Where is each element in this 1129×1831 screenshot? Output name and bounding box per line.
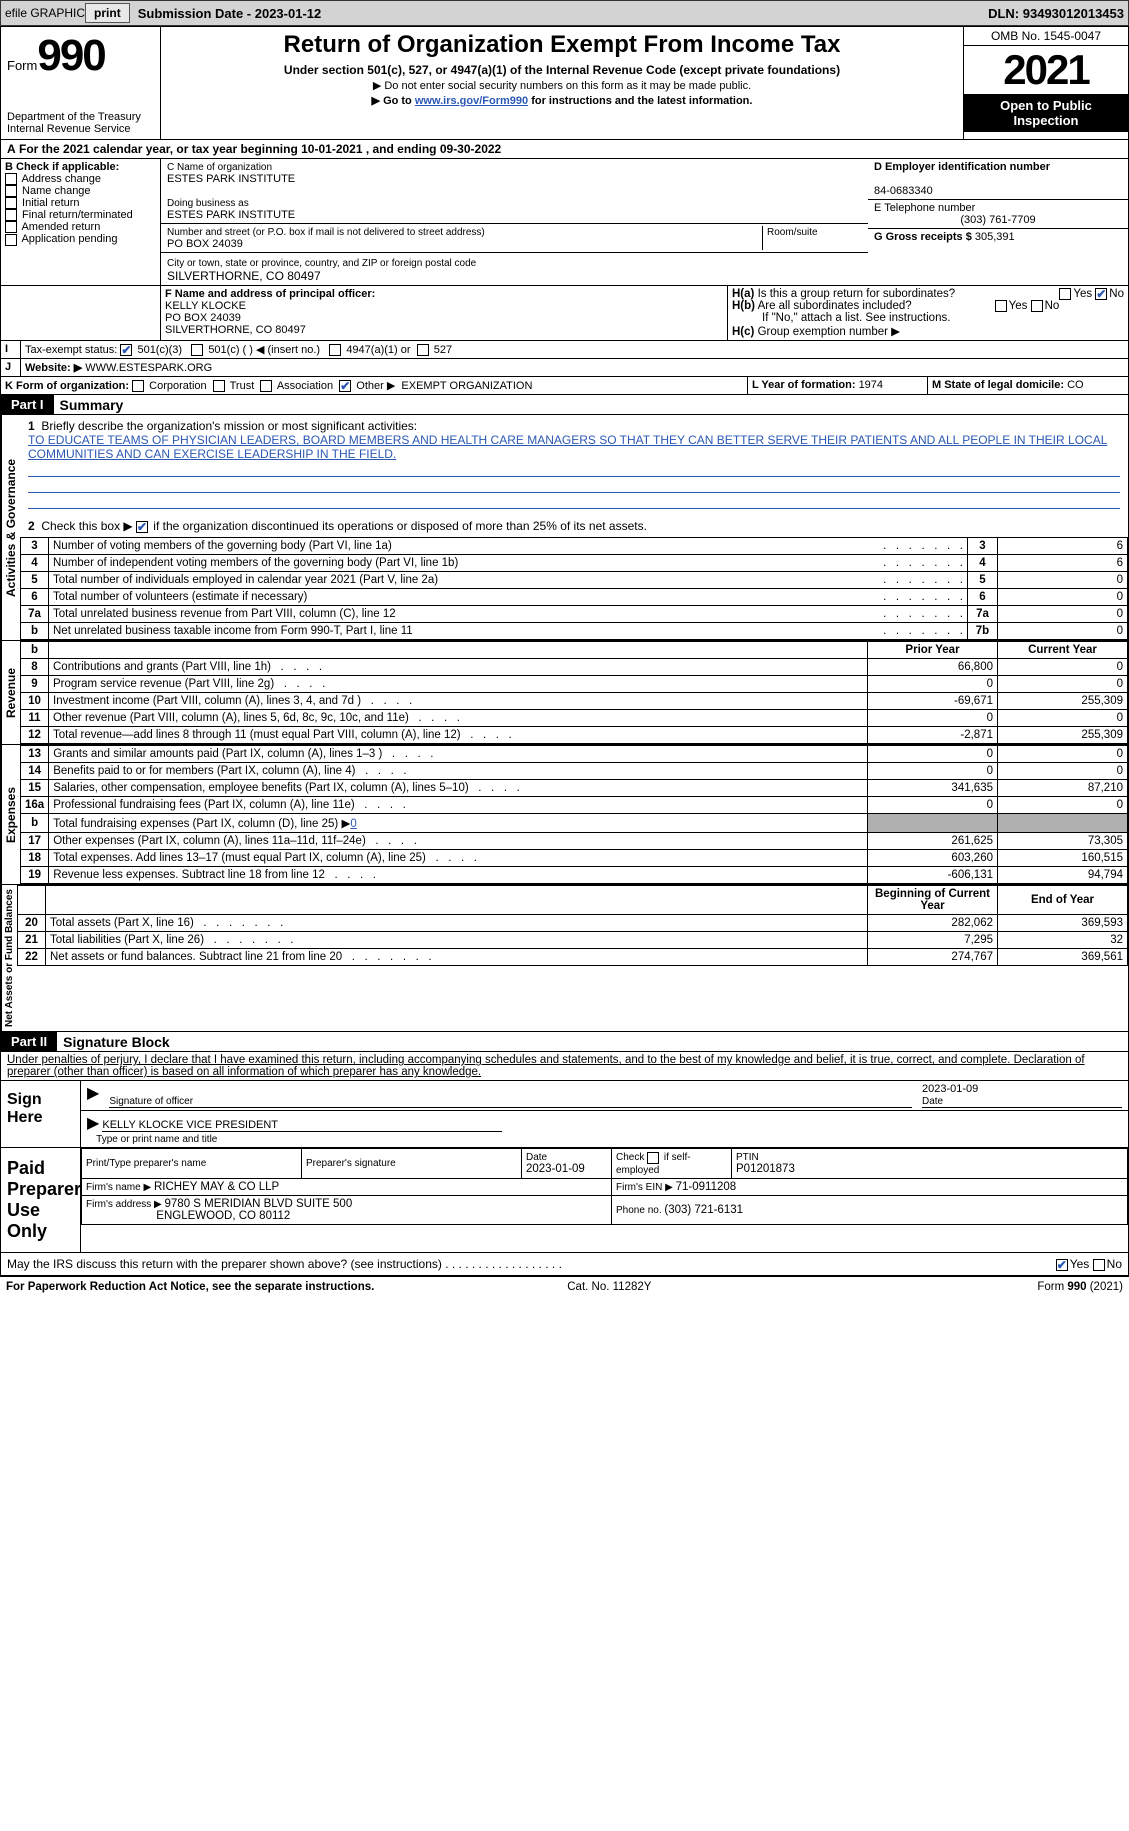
net-assets-table: Beginning of Current YearEnd of Year 20T… xyxy=(17,885,1128,966)
checkbox[interactable] xyxy=(5,234,17,246)
firm-address: 9780 S MERIDIAN BLVD SUITE 500 xyxy=(165,1198,353,1210)
omb-number: OMB No. 1545-0047 xyxy=(964,27,1128,46)
sign-here-block: Sign Here ▶ Signature of officer 2023-01… xyxy=(0,1081,1129,1148)
line-j: J Website: ▶ WWW.ESTESPARK.ORG xyxy=(0,359,1129,377)
part1-activities-governance: Activities & Governance 1 Briefly descri… xyxy=(0,415,1129,641)
part2-header: Part II Signature Block xyxy=(0,1032,1129,1052)
room-suite-label: Room/suite xyxy=(767,227,818,238)
discuss-line: May the IRS discuss this return with the… xyxy=(0,1253,1129,1276)
checkbox[interactable] xyxy=(5,209,17,221)
expenses-table: 13Grants and similar amounts paid (Part … xyxy=(20,745,1128,884)
checkbox[interactable] xyxy=(5,221,17,233)
print-button[interactable]: print xyxy=(85,3,130,23)
part1-expenses: Expenses 13Grants and similar amounts pa… xyxy=(0,745,1129,885)
header-left: Form990 Department of the Treasury Inter… xyxy=(1,27,161,139)
other-org-type: EXEMPT ORGANIZATION xyxy=(401,380,532,392)
irs-label: Internal Revenue Service xyxy=(7,123,154,135)
firm-phone: (303) 721-6131 xyxy=(664,1204,743,1216)
declaration-text: Under penalties of perjury, I declare th… xyxy=(0,1052,1129,1081)
gross-receipts: 305,391 xyxy=(975,231,1015,243)
ptin-value: P01201873 xyxy=(736,1163,795,1175)
hb-yes-checkbox[interactable] xyxy=(995,300,1007,312)
header-center: Return of Organization Exempt From Incom… xyxy=(161,27,963,139)
section-f: F Name and address of principal officer:… xyxy=(161,286,728,340)
state-domicile: CO xyxy=(1067,379,1084,391)
org-type-checkbox[interactable] xyxy=(339,380,351,392)
dba-name: ESTES PARK INSTITUTE xyxy=(167,209,295,221)
page-footer: For Paperwork Reduction Act Notice, see … xyxy=(0,1276,1129,1297)
submission-date-label: Submission Date - 2023-01-12 xyxy=(138,6,322,21)
section-b: B Check if applicable: Address change Na… xyxy=(1,159,161,285)
501c-checkbox[interactable] xyxy=(191,344,203,356)
org-type-checkbox[interactable] xyxy=(132,380,144,392)
ha-yes-checkbox[interactable] xyxy=(1059,288,1071,300)
section-d: D Employer identification number84-06833… xyxy=(868,159,1128,285)
firm-name: RICHEY MAY & CO LLP xyxy=(154,1181,279,1193)
tax-year: 2021 xyxy=(964,46,1128,94)
ha-no-checkbox[interactable] xyxy=(1095,288,1107,300)
checkbox[interactable] xyxy=(5,173,17,185)
line-klm: K Form of organization: Corporation Trus… xyxy=(0,377,1129,395)
revenue-table: bPrior YearCurrent Year 8Contributions a… xyxy=(20,641,1128,744)
org-type-checkbox[interactable] xyxy=(260,380,272,392)
org-name: ESTES PARK INSTITUTE xyxy=(167,173,295,185)
preparer-table: Print/Type preparer's name Preparer's si… xyxy=(81,1148,1128,1224)
section-h: H(a) Is this a group return for subordin… xyxy=(728,286,1128,340)
top-toolbar: efile GRAPHIC print Submission Date - 20… xyxy=(0,0,1129,26)
527-checkbox[interactable] xyxy=(417,344,429,356)
checkbox[interactable] xyxy=(5,185,17,197)
line-i: I Tax-exempt status: 501(c)(3) 501(c) ( … xyxy=(0,341,1129,359)
part1-header: Part I Summary xyxy=(0,395,1129,415)
dln-label: DLN: 93493012013453 xyxy=(988,6,1124,21)
form-number: 990 xyxy=(37,31,104,80)
line-a-tax-year: A For the 2021 calendar year, or tax yea… xyxy=(0,140,1129,159)
irs-link[interactable]: www.irs.gov/Form990 xyxy=(415,95,528,107)
officer-name: KELLY KLOCKE xyxy=(165,300,246,312)
form-note1: ▶ Do not enter social security numbers o… xyxy=(167,79,957,92)
section-bcd: B Check if applicable: Address change Na… xyxy=(0,159,1129,286)
org-type-checkbox[interactable] xyxy=(213,380,225,392)
part1-revenue: Revenue bPrior YearCurrent Year 8Contrib… xyxy=(0,641,1129,745)
year-formation: 1974 xyxy=(859,379,883,391)
phone-value: (303) 761-7709 xyxy=(874,214,1122,226)
arrow-icon: ▶ xyxy=(87,1115,99,1132)
section-fh: F Name and address of principal officer:… xyxy=(0,286,1129,341)
arrow-icon: ▶ xyxy=(87,1083,99,1108)
header-right: OMB No. 1545-0047 2021 Open to Public In… xyxy=(963,27,1128,139)
firm-ein: 71-0911208 xyxy=(676,1181,737,1193)
self-employed-checkbox[interactable] xyxy=(647,1152,659,1164)
hb-no-checkbox[interactable] xyxy=(1031,300,1043,312)
discuss-yes-checkbox[interactable] xyxy=(1056,1259,1068,1271)
website-value: WWW.ESTESPARK.ORG xyxy=(85,362,212,374)
mission-text: TO EDUCATE TEAMS OF PHYSICIAN LEADERS, B… xyxy=(28,433,1107,461)
open-inspection: Open to Public Inspection xyxy=(964,94,1128,132)
efile-label: efile GRAPHIC xyxy=(5,6,85,20)
paid-preparer-block: Paid Preparer Use Only Print/Type prepar… xyxy=(0,1148,1129,1253)
part1-net-assets: Net Assets or Fund Balances Beginning of… xyxy=(0,885,1129,1032)
street-address: PO BOX 24039 xyxy=(167,238,243,250)
checkbox[interactable] xyxy=(5,197,17,209)
city-state-zip: SILVERTHORNE, CO 80497 xyxy=(167,269,321,283)
ein-value: 84-0683340 xyxy=(874,185,933,197)
form-title: Return of Organization Exempt From Incom… xyxy=(167,31,957,59)
form-subtitle: Under section 501(c), 527, or 4947(a)(1)… xyxy=(167,63,957,77)
section-c: C Name of organizationESTES PARK INSTITU… xyxy=(161,159,868,285)
officer-printed-name: KELLY KLOCKE VICE PRESIDENT xyxy=(102,1119,278,1131)
form-header: Form990 Department of the Treasury Inter… xyxy=(0,26,1129,140)
form-note2: ▶ Go to www.irs.gov/Form990 for instruct… xyxy=(167,94,957,107)
dept-treasury: Department of the Treasury xyxy=(7,111,154,123)
discontinued-checkbox[interactable] xyxy=(136,521,148,533)
discuss-no-checkbox[interactable] xyxy=(1093,1259,1105,1271)
4947-checkbox[interactable] xyxy=(329,344,341,356)
501c3-checkbox[interactable] xyxy=(120,344,132,356)
governance-table: 3Number of voting members of the governi… xyxy=(20,537,1128,640)
